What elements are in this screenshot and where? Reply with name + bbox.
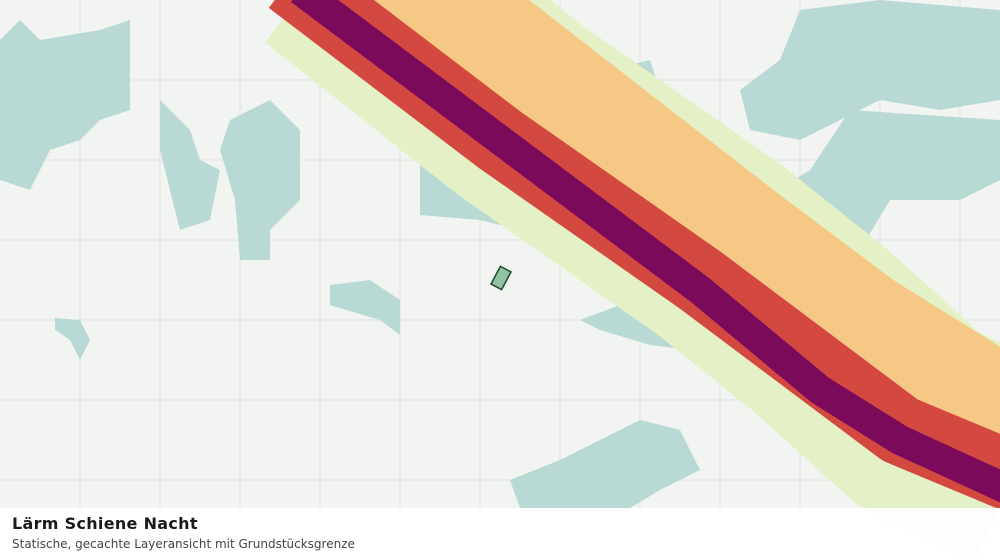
noise-band-mid xyxy=(343,0,1000,481)
noise-band xyxy=(264,0,1000,560)
parcel-boundary xyxy=(489,265,513,291)
layer-title: Lärm Schiene Nacht xyxy=(12,514,198,533)
layer-subtitle: Statische, gecachte Layeransicht mit Gru… xyxy=(12,537,355,551)
caption: Lärm Schiene Nacht Statische, gecachte L… xyxy=(0,508,1000,560)
noise-band-max xyxy=(291,0,1000,503)
